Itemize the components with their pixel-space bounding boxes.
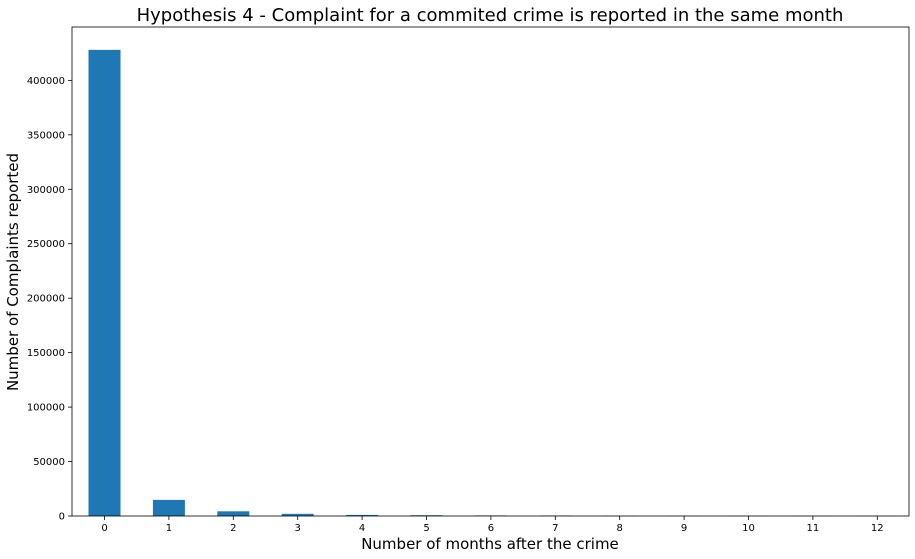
x-tick-label: 7	[552, 523, 558, 534]
y-tick-label: 250000	[27, 239, 65, 250]
y-tick-label: 0	[59, 512, 65, 523]
x-tick-label: 4	[359, 523, 365, 534]
plot-frame	[71, 26, 910, 517]
x-tick-label: 6	[488, 523, 494, 534]
x-tick-label: 0	[101, 523, 107, 534]
x-tick-label: 2	[230, 523, 236, 534]
bars-group	[88, 49, 894, 517]
x-tick-label: 3	[295, 523, 301, 534]
y-tick-label: 50000	[33, 457, 65, 468]
y-tick-label: 150000	[27, 348, 65, 359]
y-tick-label: 200000	[27, 294, 65, 305]
y-tick-label: 400000	[27, 76, 65, 87]
x-tick-label: 9	[681, 523, 687, 534]
x-tick-label: 8	[617, 523, 623, 534]
bar	[88, 49, 121, 517]
y-tick-label: 350000	[27, 130, 65, 141]
y-tick-label: 100000	[27, 403, 65, 414]
bar	[152, 499, 185, 516]
y-tick-label: 300000	[27, 185, 65, 196]
y-axis-label: Number of Complaints reported	[4, 153, 22, 391]
bar	[281, 513, 314, 516]
x-tick-label: 5	[423, 523, 429, 534]
x-ticks-group: 0 1 2 3 4 5 6 7 8 9 10 11 12	[101, 516, 884, 534]
x-tick-label: 11	[807, 523, 820, 534]
x-tick-label: 1	[166, 523, 172, 534]
x-tick-label: 10	[742, 523, 755, 534]
x-axis-label: Number of months after the crime	[361, 535, 619, 553]
bar	[217, 511, 250, 516]
x-tick-label: 12	[871, 523, 884, 534]
chart-title: Hypothesis 4 - Complaint for a commited …	[137, 5, 844, 26]
y-ticks-group: 0 50000 100000 150000 200000 250000 300000 3500…	[27, 76, 72, 523]
bar	[346, 514, 379, 516]
